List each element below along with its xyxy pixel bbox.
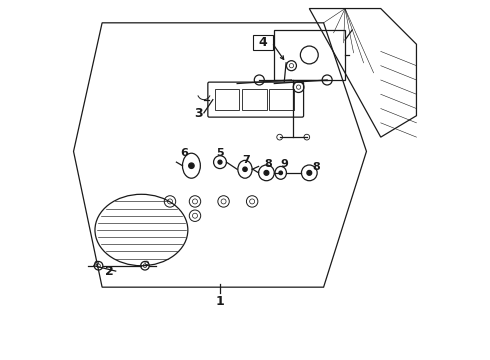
- Text: 3: 3: [194, 107, 203, 120]
- Text: 2: 2: [105, 265, 114, 278]
- Circle shape: [279, 171, 282, 175]
- Text: 8: 8: [264, 159, 272, 169]
- Text: 7: 7: [242, 156, 250, 165]
- Text: 6: 6: [180, 148, 188, 158]
- Circle shape: [218, 160, 222, 164]
- Circle shape: [189, 163, 194, 168]
- Circle shape: [264, 171, 269, 175]
- Text: 5: 5: [216, 148, 224, 158]
- Circle shape: [307, 171, 312, 175]
- Text: 9: 9: [280, 159, 288, 169]
- Text: 8: 8: [313, 162, 320, 172]
- Text: 1: 1: [216, 295, 224, 308]
- Circle shape: [243, 167, 247, 171]
- Text: 4: 4: [259, 36, 267, 49]
